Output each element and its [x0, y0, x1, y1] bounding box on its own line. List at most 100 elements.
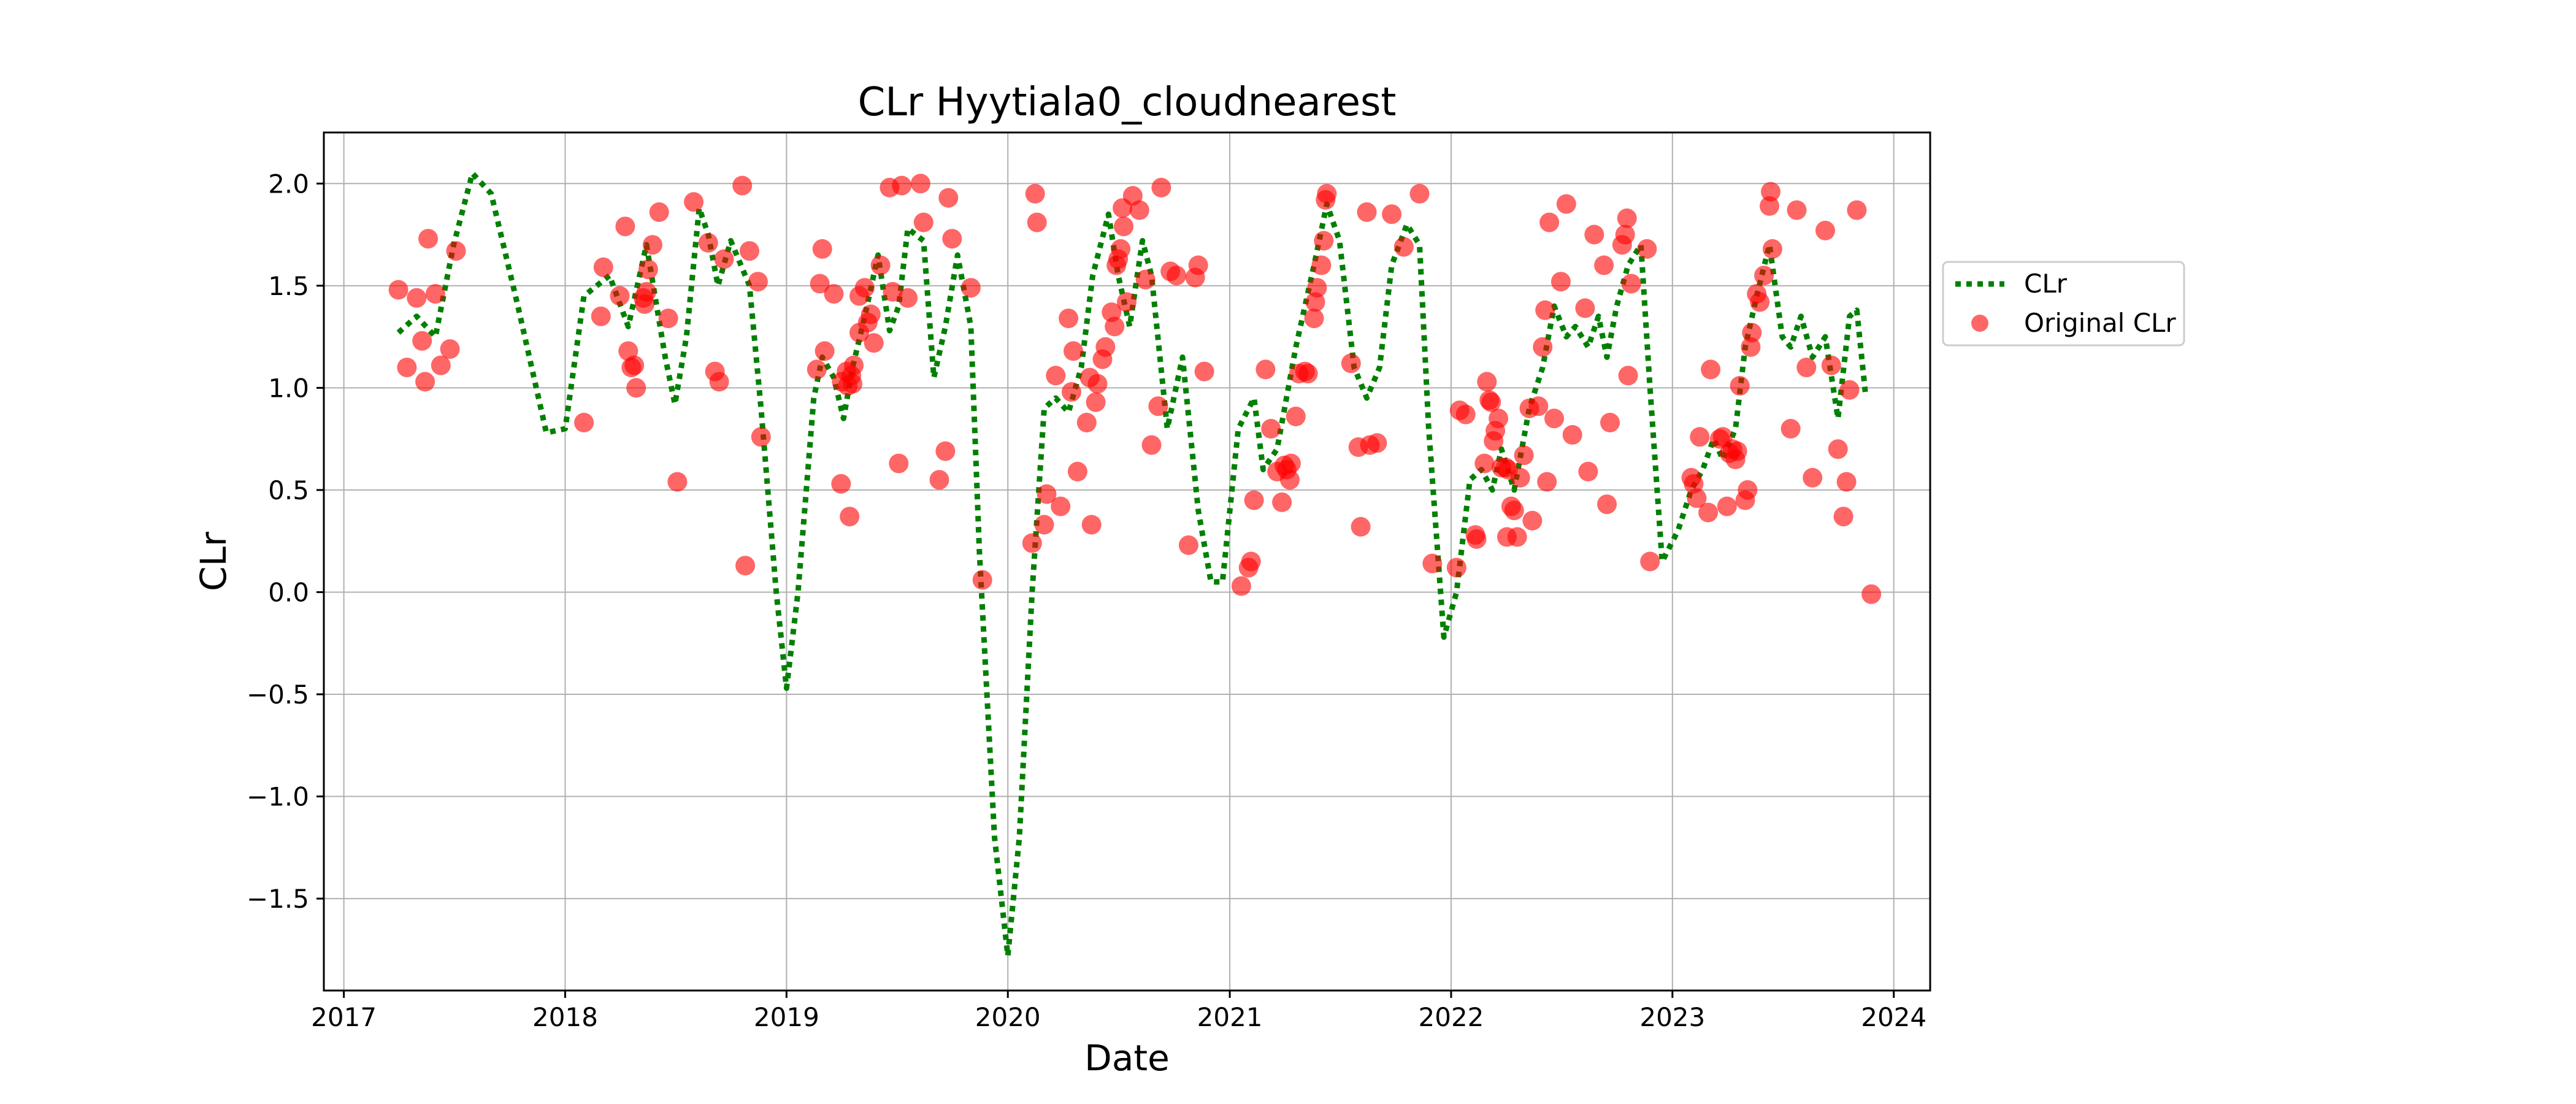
- x-tick-label: 2023: [1639, 1002, 1705, 1032]
- original-clr-point: [840, 507, 860, 527]
- original-clr-point: [1317, 183, 1337, 204]
- original-clr-point: [1594, 255, 1614, 275]
- original-clr-point: [1836, 472, 1857, 492]
- original-clr-point: [415, 372, 435, 392]
- original-clr-point: [1086, 392, 1106, 412]
- original-clr-point: [1477, 372, 1497, 392]
- original-clr-point: [843, 374, 863, 394]
- original-clr-point: [929, 470, 949, 490]
- original-clr-point: [1178, 535, 1198, 555]
- original-clr-point: [1064, 341, 1083, 361]
- clr-series-line: [396, 171, 1868, 959]
- original-clr-point: [1382, 204, 1402, 224]
- legend-label-clr: CLr: [2024, 269, 2068, 299]
- original-clr-point: [1575, 298, 1595, 318]
- original-clr-point: [751, 427, 771, 447]
- original-clr-point: [1194, 361, 1214, 381]
- original-clr-point: [624, 355, 645, 375]
- original-clr-point: [593, 257, 613, 277]
- original-clr-point: [1114, 217, 1134, 237]
- original-clr-point: [1787, 200, 1807, 220]
- original-clr-point: [1698, 502, 1719, 523]
- original-clr-point: [1833, 507, 1853, 527]
- original-clr-point: [1111, 239, 1131, 259]
- original-clr-point: [1750, 292, 1770, 312]
- original-clr-point: [658, 309, 678, 329]
- original-clr-point: [1847, 200, 1867, 220]
- x-tick-label: 2022: [1419, 1002, 1484, 1032]
- original-clr-point: [1535, 300, 1555, 320]
- original-clr-point: [1741, 337, 1761, 357]
- original-clr-point: [889, 453, 909, 473]
- original-clr-point: [910, 174, 930, 194]
- original-clr-point: [1474, 453, 1495, 473]
- original-clr-point: [960, 278, 981, 298]
- original-clr-point: [1231, 576, 1251, 596]
- original-clr-point: [938, 188, 959, 208]
- original-clr-point: [1281, 453, 1301, 473]
- x-tick-label: 2018: [532, 1002, 598, 1032]
- original-clr-point: [1314, 231, 1334, 251]
- original-clr-point: [1562, 425, 1582, 445]
- original-clr-point: [870, 255, 891, 275]
- original-clr-point: [735, 556, 756, 576]
- original-clr-point: [1034, 515, 1054, 535]
- chart-title: CLr Hyytiala0_cloudnearest: [858, 80, 1397, 125]
- original-clr-point: [1781, 419, 1801, 439]
- original-clr-point: [1304, 309, 1324, 329]
- original-clr-point: [1738, 480, 1758, 500]
- x-axis-label: Date: [1084, 1037, 1170, 1079]
- original-clr-point: [1188, 255, 1208, 275]
- original-clr-point: [1148, 396, 1168, 416]
- original-clr-point: [412, 331, 432, 351]
- original-clr-point: [1059, 309, 1079, 329]
- original-clr-point: [610, 286, 630, 306]
- original-clr-point: [1466, 529, 1487, 549]
- original-clr-point: [815, 341, 835, 361]
- original-clr-point: [1393, 237, 1414, 257]
- original-clr-point: [1742, 323, 1762, 343]
- original-clr-point: [1600, 413, 1620, 432]
- original-clr-point: [1351, 516, 1371, 537]
- original-clr-point: [1761, 182, 1781, 202]
- original-clr-point: [864, 333, 884, 353]
- original-clr-point: [1690, 427, 1710, 447]
- original-clr-point: [1409, 183, 1430, 204]
- original-clr-point: [1828, 439, 1848, 459]
- original-clr-point: [626, 378, 646, 398]
- original-clr-point: [418, 229, 439, 249]
- y-tick-label: 1.5: [268, 271, 309, 301]
- original-clr-point: [1051, 496, 1071, 516]
- original-clr-point: [807, 359, 827, 380]
- original-clr-point: [440, 339, 460, 359]
- original-clr-point: [1087, 374, 1108, 394]
- original-clr-point: [1815, 220, 1835, 240]
- original-clr-point: [1730, 376, 1750, 396]
- original-clr-point: [1311, 255, 1332, 275]
- original-clr-point: [1255, 359, 1276, 380]
- original-clr-point: [854, 278, 875, 298]
- y-tick-label: −0.5: [247, 680, 309, 710]
- original-clr-point: [1687, 488, 1707, 508]
- original-clr-point: [1551, 272, 1571, 292]
- original-clr-point: [1528, 396, 1549, 416]
- x-tick-label: 2017: [311, 1002, 377, 1032]
- original-clr-point: [892, 175, 912, 196]
- original-clr-point: [1514, 445, 1534, 466]
- original-clr-point: [824, 284, 844, 304]
- original-clr-point: [1597, 494, 1617, 515]
- original-clr-point: [709, 372, 729, 392]
- original-clr-point: [1621, 274, 1641, 294]
- y-tick-label: −1.0: [247, 782, 309, 812]
- original-clr-point: [1167, 266, 1187, 286]
- original-clr-point: [810, 274, 830, 294]
- original-clr-point: [812, 239, 832, 259]
- x-tick-label: 2021: [1197, 1002, 1263, 1032]
- original-clr-point: [1272, 492, 1292, 512]
- original-clr-point: [1286, 407, 1306, 426]
- original-clr-point: [1095, 337, 1116, 357]
- y-axis-label: CLr: [193, 532, 234, 591]
- original-clr-point: [1861, 584, 1882, 604]
- original-clr-point: [732, 175, 753, 196]
